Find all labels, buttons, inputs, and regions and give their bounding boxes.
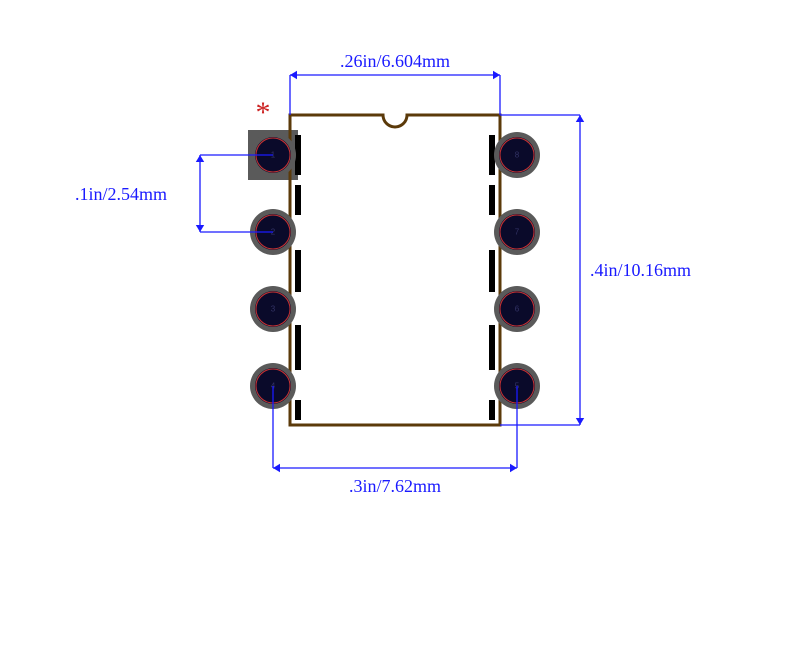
dim-left: .1in/2.54mm bbox=[75, 155, 273, 232]
pin-8: 8 bbox=[494, 132, 540, 178]
pin-3: 3 bbox=[250, 286, 296, 332]
silk-dashes bbox=[298, 135, 492, 420]
pin-8-label: 8 bbox=[515, 151, 520, 160]
dim-top-label: .26in/6.604mm bbox=[340, 51, 450, 71]
dim-bottom: .3in/7.62mm bbox=[273, 386, 517, 496]
dim-top: .26in/6.604mm bbox=[290, 51, 500, 115]
dim-bottom-label: .3in/7.62mm bbox=[349, 476, 441, 496]
pin1-asterisk: * bbox=[256, 96, 271, 129]
pin-7-label: 7 bbox=[515, 228, 520, 237]
pin-7: 7 bbox=[494, 209, 540, 255]
pin-6-label: 6 bbox=[515, 305, 520, 314]
dim-right-label: .4in/10.16mm bbox=[590, 260, 691, 280]
ic-body bbox=[290, 115, 500, 425]
pin-6: 6 bbox=[494, 286, 540, 332]
dim-left-label: .1in/2.54mm bbox=[75, 184, 167, 204]
pin-3-label: 3 bbox=[271, 305, 276, 314]
